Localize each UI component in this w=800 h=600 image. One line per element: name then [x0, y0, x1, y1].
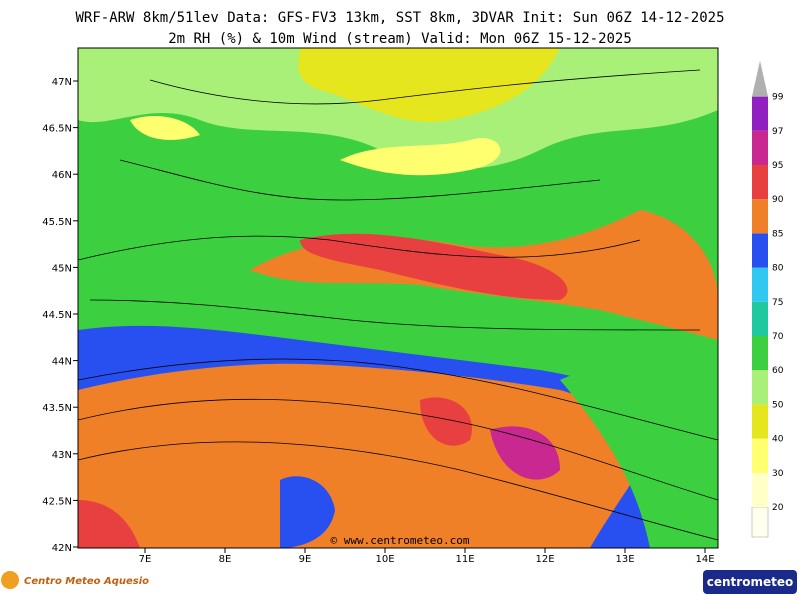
colorbar-band [752, 165, 768, 200]
lon-label: 8E [219, 554, 232, 565]
colorbar-band [752, 370, 768, 405]
colorbar-low [751, 506, 769, 538]
lat-label: 43N [52, 450, 72, 461]
lat-label: 43.5N [42, 403, 72, 414]
lon-label: 14E [695, 554, 714, 565]
colorbar-band [752, 130, 768, 165]
lat-label: 45N [52, 263, 72, 274]
colorbar-label: 75 [772, 298, 783, 308]
colorbar-label: 70 [772, 332, 784, 342]
colorbar-label: 50 [772, 400, 784, 410]
lat-label: 45.5N [42, 217, 72, 228]
colorbar-label: 80 [772, 264, 784, 274]
lon-label: 10E [375, 554, 394, 565]
colorbar-label: 40 [772, 435, 784, 445]
right-logo: centrometeo [707, 575, 793, 589]
colorbar-band [752, 404, 768, 439]
colorbar-band [752, 267, 768, 302]
lat-label: 47N [52, 77, 72, 88]
colorbar-label: 90 [772, 195, 784, 205]
lat-label: 46N [52, 170, 72, 181]
colorbar-band [752, 336, 768, 371]
header-line-2: 2m RH (%) & 10m Wind (stream) Valid: Mon… [168, 31, 632, 47]
colorbar-label: 85 [772, 229, 783, 239]
colorbar-label: 60 [772, 366, 784, 376]
colorbar-band [752, 472, 768, 507]
lat-label: 44.5N [42, 310, 72, 321]
colorbar-band [752, 438, 768, 473]
map-field [78, 48, 718, 548]
header-line-1: WRF-ARW 8km/51lev Data: GFS-FV3 13km, SS… [75, 10, 724, 26]
colorbar-band [752, 96, 768, 131]
lon-label: 13E [615, 554, 634, 565]
colorbar-label: 20 [772, 503, 784, 513]
left-logo: Centro Meteo Aquesio [24, 576, 149, 587]
lon-label: 12E [535, 554, 554, 565]
colorbar-band [752, 199, 768, 234]
colorbar-label: 30 [772, 469, 784, 479]
lat-label: 44N [52, 357, 72, 368]
colorbar-top [752, 60, 768, 97]
right-logo-bg [703, 570, 797, 594]
watermark: © www.centrometeo.com [330, 534, 469, 547]
colorbar-label: 95 [772, 161, 783, 171]
colorbar-label: 97 [772, 127, 783, 137]
lat-label: 42N [52, 543, 72, 554]
colorbar-band [752, 301, 768, 336]
colorbar-band [752, 233, 768, 268]
lon-label: 7E [139, 554, 152, 565]
map-frame [77, 47, 719, 549]
lon-label: 11E [455, 554, 474, 565]
colorbar-label: 99 [772, 93, 784, 103]
lat-label: 42.5N [42, 496, 72, 507]
lat-label: 46.5N [42, 124, 72, 135]
left-logo-icon [1, 571, 19, 589]
lon-label: 9E [299, 554, 312, 565]
